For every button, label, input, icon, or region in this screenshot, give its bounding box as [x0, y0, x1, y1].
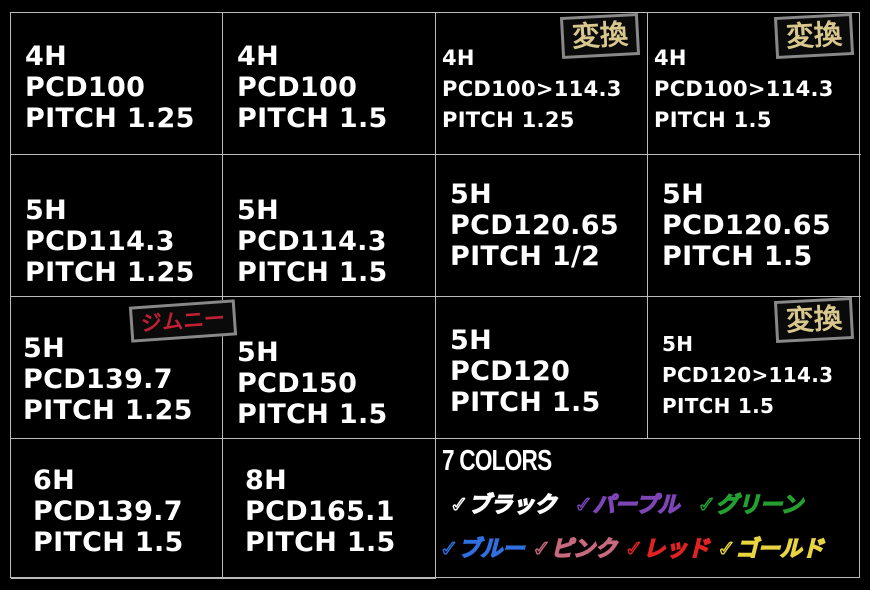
- spec-cell: 8H PCD165.1 PITCH 1.5: [223, 439, 436, 579]
- hole-count: 4H: [25, 41, 67, 72]
- spec-lines: 5H PCD120.65 PITCH 1.5: [662, 179, 831, 272]
- pitch-value: PITCH 1.5: [237, 103, 388, 134]
- spec-cell: 5H PCD120>114.3 PITCH 1.5 変換: [648, 296, 861, 439]
- pcd-value: PCD150: [237, 368, 358, 399]
- jimny-badge: ジムニー: [128, 299, 238, 343]
- pitch-value: PITCH 1.5: [33, 527, 184, 558]
- pcd-value: PCD114.3: [25, 226, 175, 257]
- color-row: ✓ブラック ✓パープル ✓グリーン: [449, 487, 804, 519]
- spec-cell: 5H PCD120 PITCH 1.5: [436, 297, 648, 439]
- spec-lines: 5H PCD150 PITCH 1.5: [237, 337, 388, 430]
- pitch-value: PITCH 1.5: [662, 241, 813, 272]
- hole-count: 4H: [654, 46, 687, 70]
- conversion-badge: 変換: [559, 12, 641, 60]
- conversion-badge: 変換: [773, 296, 855, 344]
- color-option: ✓ブラック: [449, 492, 557, 518]
- spec-lines: 4H PCD100 PITCH 1.5: [237, 41, 388, 134]
- pcd-value: PCD120>114.3: [662, 363, 834, 387]
- pitch-value: PITCH 1.5: [450, 387, 601, 418]
- spec-cell: 5H PCD120.65 PITCH 1/2: [436, 155, 648, 297]
- spec-cell: 6H PCD139.7 PITCH 1.5: [11, 439, 223, 579]
- hole-count: 5H: [450, 179, 492, 210]
- color-row: ✓ブルー ✓ピンク ✓レッド ✓ゴールド: [439, 531, 825, 563]
- pcd-value: PCD139.7: [33, 496, 183, 527]
- hole-count: 5H: [450, 325, 492, 356]
- pitch-value: PITCH 1.25: [442, 108, 575, 132]
- spec-cell: 5H PCD150 PITCH 1.5: [223, 297, 436, 439]
- spec-cell: 4H PCD100>114.3 PITCH 1.25 変換: [436, 12, 648, 155]
- pitch-value: PITCH 1.5: [654, 108, 772, 132]
- spec-lines: 6H PCD139.7 PITCH 1.5: [33, 465, 184, 558]
- pcd-value: PCD120.65: [662, 210, 831, 241]
- pcd-value: PCD114.3: [237, 226, 387, 257]
- spec-lines: 4H PCD100>114.3 PITCH 1.25: [442, 43, 622, 136]
- colors-title: 7 COLORS: [442, 445, 552, 477]
- hole-count: 8H: [245, 465, 287, 496]
- pitch-value: PITCH 1.5: [237, 257, 388, 288]
- color-option: ✓レッド: [624, 536, 710, 562]
- hole-count: 5H: [25, 195, 67, 226]
- spec-lines: 4H PCD100 PITCH 1.25: [25, 41, 195, 134]
- spec-lines: 5H PCD114.3 PITCH 1.25: [25, 195, 195, 288]
- color-option: ✓グリーン: [697, 492, 804, 518]
- pcd-value: PCD120.65: [450, 210, 619, 241]
- spec-lines: 5H PCD120.65 PITCH 1/2: [450, 179, 619, 272]
- pcd-value: PCD165.1: [245, 496, 395, 527]
- spec-lines: 5H PCD120 PITCH 1.5: [450, 325, 601, 418]
- spec-cell: 4H PCD100 PITCH 1.5: [223, 13, 436, 155]
- spec-cell: 5H PCD114.3 PITCH 1.25: [11, 155, 223, 297]
- pitch-value: PITCH 1.25: [23, 395, 193, 426]
- pcd-value: PCD100: [237, 72, 358, 103]
- hole-count: 5H: [237, 337, 279, 368]
- spec-lines: 8H PCD165.1 PITCH 1.5: [245, 465, 396, 558]
- pcd-value: PCD139.7: [23, 364, 173, 395]
- hole-count: 4H: [237, 41, 279, 72]
- hole-count: 5H: [23, 333, 65, 364]
- pcd-value: PCD100>114.3: [442, 77, 622, 101]
- pitch-value: PITCH 1.25: [25, 257, 195, 288]
- color-option: ✓パープル: [574, 492, 681, 518]
- hole-count: 5H: [237, 195, 279, 226]
- spec-cell: 5H PCD114.3 PITCH 1.5: [223, 155, 436, 297]
- spec-grid: 4H PCD100 PITCH 1.25 4H PCD100 PITCH 1.5 4H PCD…: [10, 12, 861, 579]
- spec-lines: 5H PCD120>114.3 PITCH 1.5: [662, 329, 833, 422]
- pitch-value: PITCH 1.25: [25, 103, 195, 134]
- spec-cell: 4H PCD100 PITCH 1.25: [11, 13, 223, 155]
- spec-lines: 5H PCD114.3 PITCH 1.5: [237, 195, 388, 288]
- spec-cell: 5H PCD120.65 PITCH 1.5: [648, 155, 861, 297]
- hole-count: 5H: [662, 179, 704, 210]
- pcd-value: PCD100>114.3: [654, 77, 834, 101]
- pitch-value: PITCH 1.5: [245, 527, 396, 558]
- hole-count: 4H: [442, 46, 475, 70]
- color-option: ✓ピンク: [532, 536, 618, 562]
- spec-lines: 5H PCD139.7 PITCH 1.25: [23, 333, 193, 426]
- colors-panel: 7 COLORS ✓ブラック ✓パープル ✓グリーン ✓ブルー ✓ピンク ✓レッド ✓ゴー…: [436, 439, 861, 579]
- pcd-value: PCD100: [25, 72, 146, 103]
- pitch-value: PITCH 1.5: [237, 399, 388, 430]
- hole-count: 5H: [662, 332, 694, 356]
- spec-cell: 4H PCD100>114.3 PITCH 1.5 変換: [648, 12, 861, 155]
- conversion-badge: 変換: [773, 12, 855, 60]
- hole-count: 6H: [33, 465, 75, 496]
- pitch-value: PITCH 1/2: [450, 241, 601, 272]
- spec-lines: 4H PCD100>114.3 PITCH 1.5: [654, 43, 834, 136]
- pcd-value: PCD120: [450, 356, 571, 387]
- spec-cell: 5H PCD139.7 PITCH 1.25 ジムニー: [11, 297, 238, 439]
- color-option: ✓ゴールド: [717, 536, 825, 562]
- pitch-value: PITCH 1.5: [662, 394, 775, 418]
- color-option: ✓ブルー: [439, 536, 525, 562]
